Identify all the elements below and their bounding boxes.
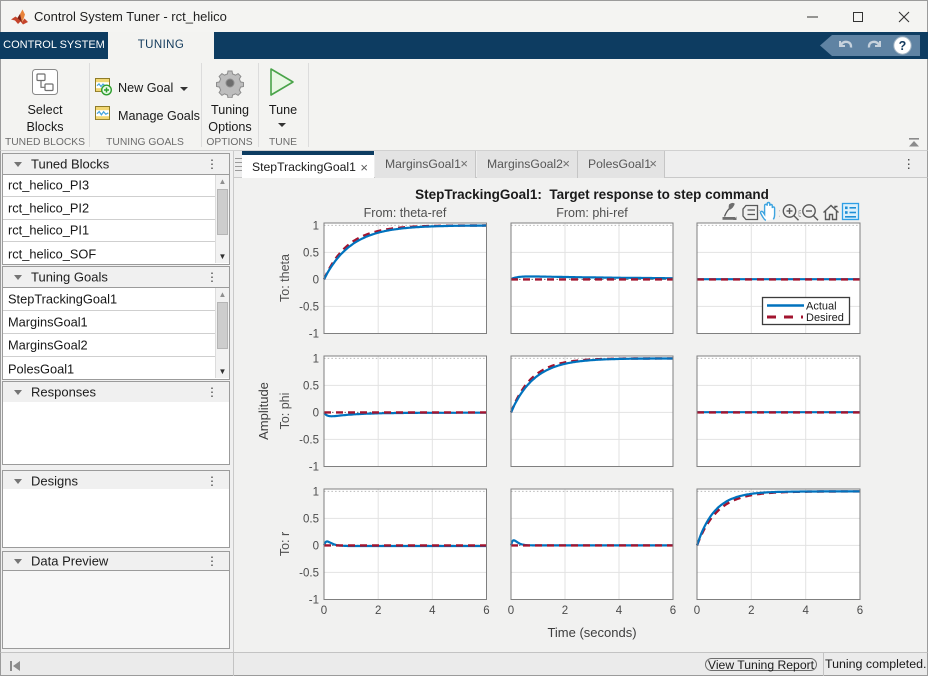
svg-text:0: 0 <box>694 605 700 617</box>
svg-text:0.5: 0.5 <box>303 513 319 525</box>
svg-text:0: 0 <box>313 274 319 286</box>
svg-text:4: 4 <box>616 605 623 617</box>
svg-text:To: phi: To: phi <box>278 393 292 430</box>
svg-text:4: 4 <box>429 605 436 617</box>
svg-text:-1: -1 <box>309 328 319 340</box>
svg-text:Actual: Actual <box>806 301 837 313</box>
svg-text:StepTrackingGoal1: Target res: StepTrackingGoal1: Target response to st… <box>415 187 769 202</box>
svg-text:?: ? <box>899 39 907 53</box>
svg-text:To: r: To: r <box>278 532 292 556</box>
svg-text:4: 4 <box>802 605 809 617</box>
svg-text:0: 0 <box>313 540 319 552</box>
svg-text:-1: -1 <box>309 594 319 606</box>
svg-text:-0.5: -0.5 <box>299 434 319 446</box>
svg-text:Amplitude: Amplitude <box>256 382 271 440</box>
svg-text:From: phi-ref: From: phi-ref <box>556 206 628 220</box>
svg-text:From: theta-ref: From: theta-ref <box>364 206 447 220</box>
svg-text:6: 6 <box>857 605 863 617</box>
svg-text:0.5: 0.5 <box>303 247 319 259</box>
svg-text:To: theta: To: theta <box>278 254 292 302</box>
svg-text:Time (seconds): Time (seconds) <box>547 625 636 640</box>
svg-text:0.5: 0.5 <box>303 380 319 392</box>
svg-text:1: 1 <box>313 220 319 232</box>
svg-text:-0.5: -0.5 <box>299 301 319 313</box>
svg-text:6: 6 <box>483 605 489 617</box>
svg-text:-0.5: -0.5 <box>299 567 319 579</box>
svg-text:0: 0 <box>508 605 514 617</box>
svg-text:2: 2 <box>375 605 381 617</box>
svg-text:-1: -1 <box>309 461 319 473</box>
svg-text:1: 1 <box>313 486 319 498</box>
svg-text:2: 2 <box>562 605 568 617</box>
svg-text:0: 0 <box>321 605 327 617</box>
svg-text:2: 2 <box>748 605 754 617</box>
svg-text:0: 0 <box>313 407 319 419</box>
svg-text:1: 1 <box>313 353 319 365</box>
svg-text:6: 6 <box>670 605 676 617</box>
svg-text:Desired: Desired <box>806 312 844 324</box>
